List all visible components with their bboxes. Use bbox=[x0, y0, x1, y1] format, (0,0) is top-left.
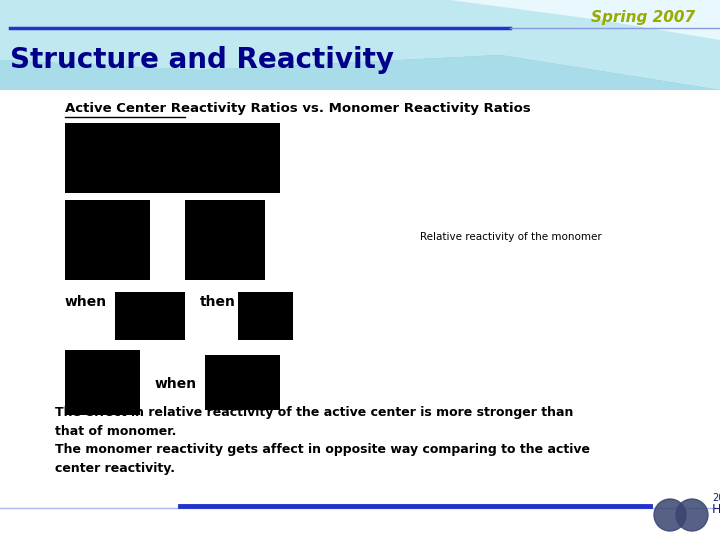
Bar bbox=[65, 123, 280, 193]
Text: when: when bbox=[65, 295, 107, 309]
Text: The monomer reactivity gets affect in opposite way comparing to the active
cente: The monomer reactivity gets affect in op… bbox=[55, 443, 590, 475]
Text: Structure and Reactivity: Structure and Reactivity bbox=[10, 46, 394, 74]
Bar bbox=[0, 0, 720, 90]
Polygon shape bbox=[0, 55, 720, 90]
Polygon shape bbox=[300, 0, 720, 50]
Circle shape bbox=[676, 499, 708, 531]
Bar bbox=[238, 292, 293, 340]
Text: Hanyang Univ.: Hanyang Univ. bbox=[712, 503, 720, 516]
Circle shape bbox=[654, 499, 686, 531]
Bar bbox=[65, 200, 150, 280]
Text: Relative reactivity of the monomer: Relative reactivity of the monomer bbox=[420, 232, 602, 242]
Bar bbox=[205, 355, 280, 410]
Text: Active Center Reactivity Ratios vs. Monomer Reactivity Ratios: Active Center Reactivity Ratios vs. Mono… bbox=[65, 102, 531, 115]
Bar bbox=[0, 90, 720, 540]
Polygon shape bbox=[450, 0, 720, 40]
Text: The effect in relative reactivity of the active center is more stronger than
tha: The effect in relative reactivity of the… bbox=[55, 406, 573, 438]
Polygon shape bbox=[0, 0, 720, 90]
Text: Spring 2007: Spring 2007 bbox=[591, 10, 695, 25]
Text: when: when bbox=[155, 377, 197, 391]
Bar bbox=[185, 200, 265, 280]
Bar bbox=[115, 292, 185, 340]
Bar bbox=[65, 350, 140, 415]
Text: then: then bbox=[200, 295, 236, 309]
Text: 20: 20 bbox=[712, 493, 720, 503]
